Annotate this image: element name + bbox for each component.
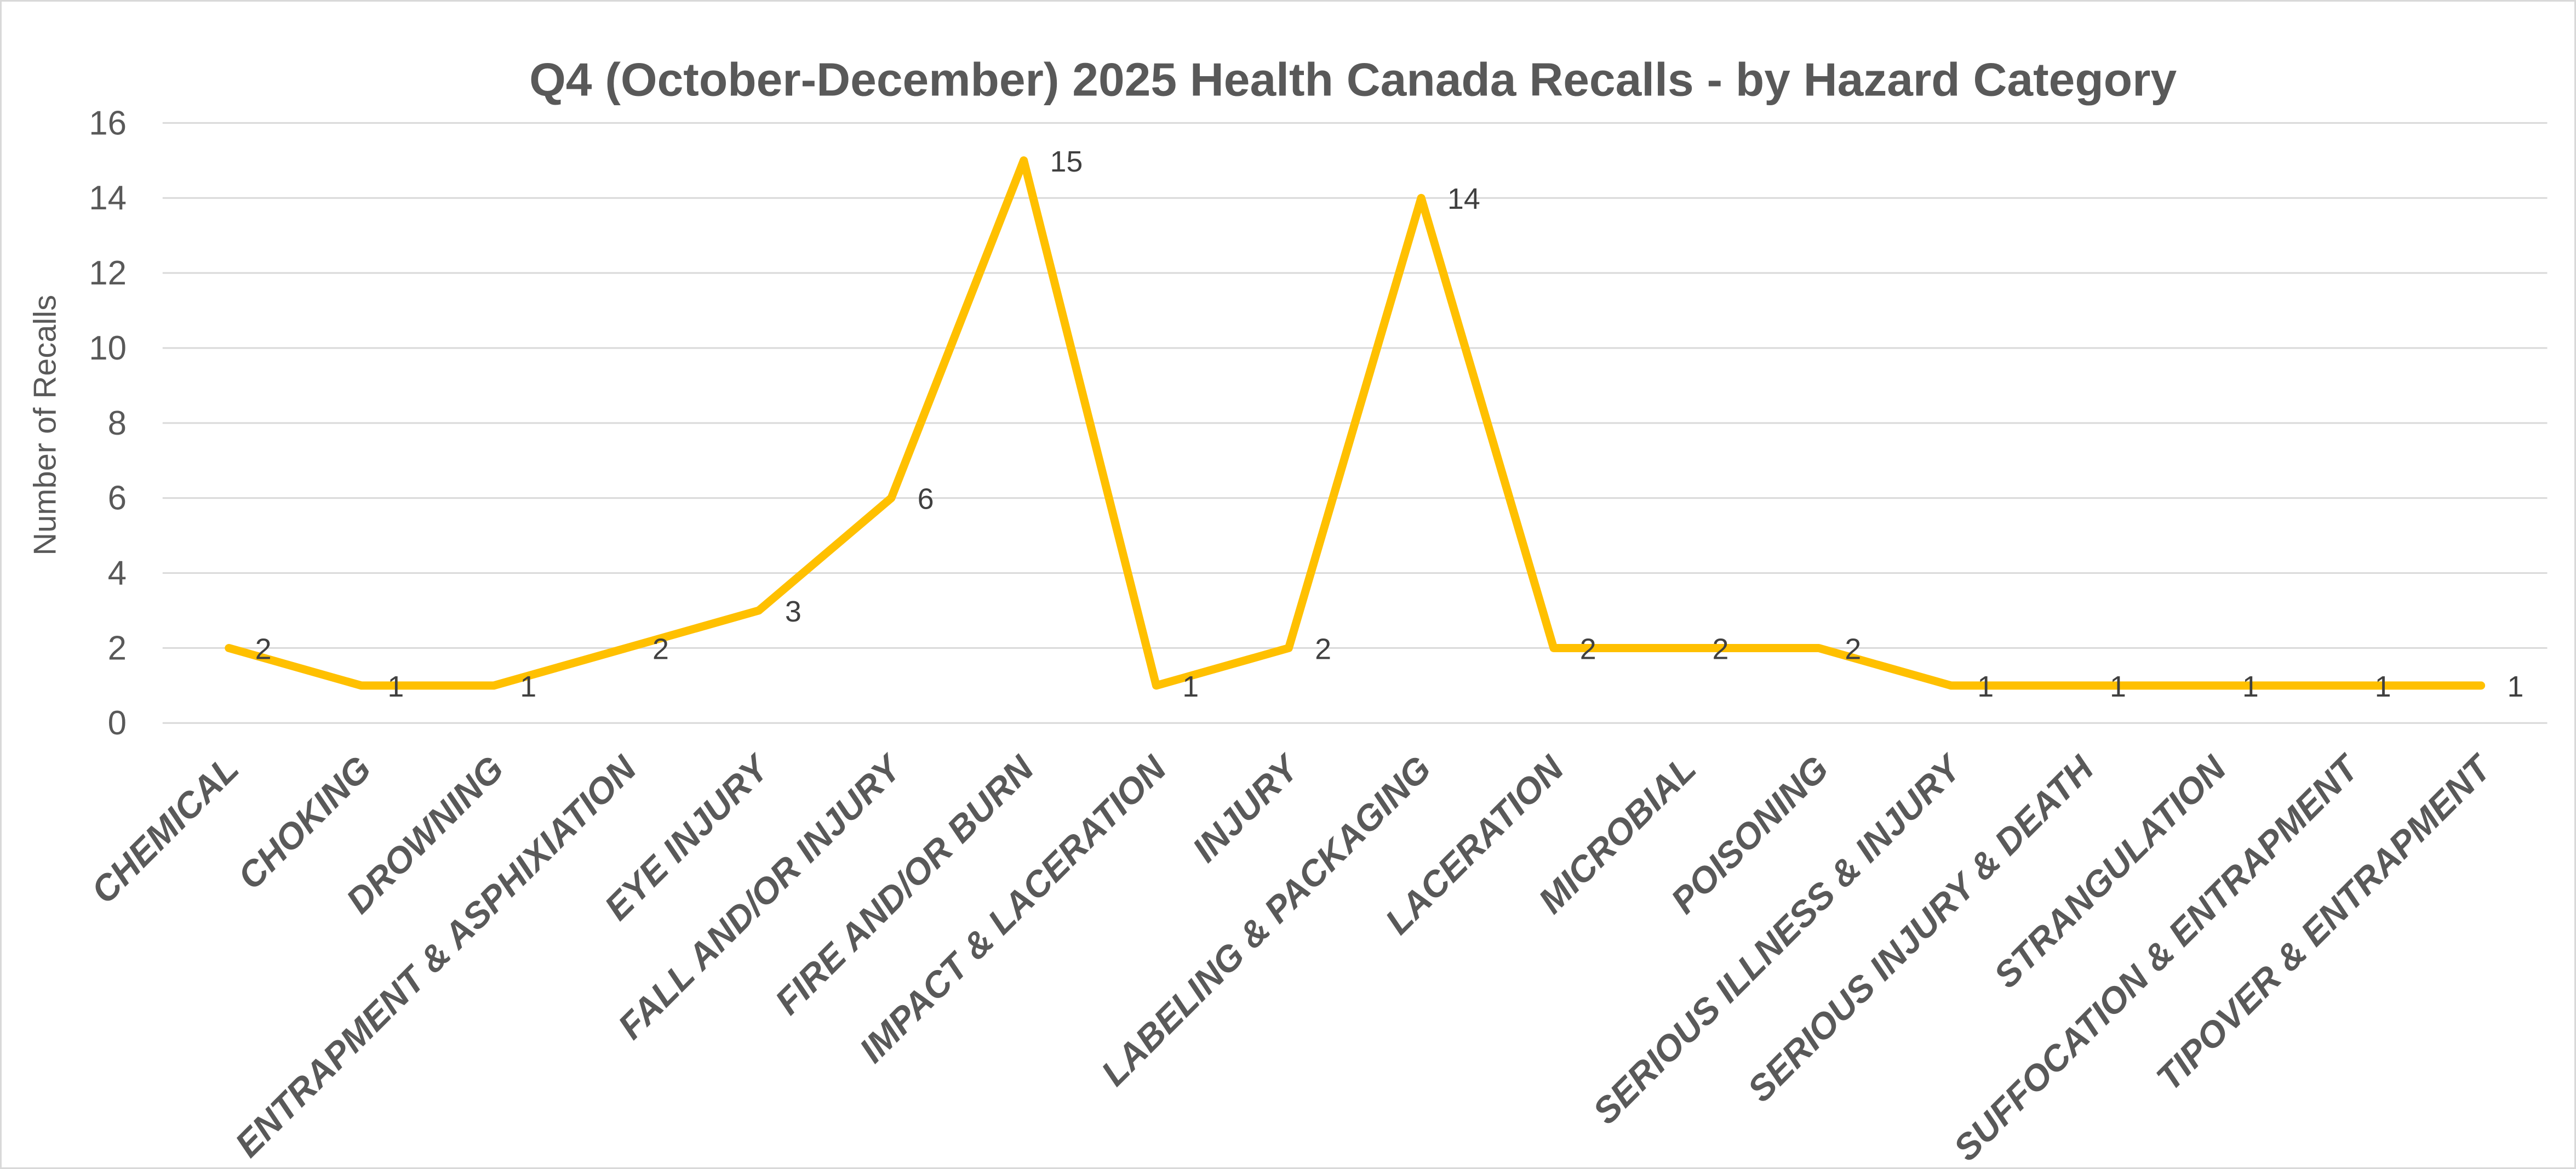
y-axis-tick-label: 10	[89, 329, 127, 367]
data-label: 2	[652, 632, 669, 665]
y-axis-tick-label: 8	[108, 404, 127, 442]
data-label: 1	[1977, 670, 1994, 703]
series-line	[225, 156, 2486, 690]
y-axis-tick-labels: 0 2 4 6 8 10 12 14 16	[89, 104, 127, 742]
data-label: 2	[1713, 632, 1729, 665]
y-axis-tick-label: 16	[89, 104, 127, 142]
data-label: 15	[1050, 145, 1083, 178]
y-axis-tick-label: 4	[108, 555, 127, 592]
data-label: 1	[2507, 670, 2523, 703]
y-axis-tick-label: 6	[108, 480, 127, 517]
data-label: 1	[520, 670, 536, 703]
x-axis-category-label: CHEMICAL	[83, 748, 247, 911]
data-label: 14	[1447, 183, 1480, 215]
x-axis-category-label: FIRE AND/OR BURN	[767, 748, 1041, 1022]
data-label: 1	[2375, 670, 2391, 703]
y-axis-tick-label: 14	[89, 179, 127, 217]
y-axis-tick-label: 0	[108, 704, 127, 742]
data-label: 2	[1845, 632, 1861, 665]
x-axis-category-label: STRANGULATION	[1986, 748, 2234, 996]
data-labels: 2 1 1 2 3 6 15 1 2 14 2 2 2 1 1 1 1 1	[255, 145, 2524, 703]
y-axis-tick-label: 12	[89, 254, 127, 292]
data-label: 6	[918, 483, 934, 516]
data-label: 2	[255, 632, 272, 665]
data-label: 2	[1580, 632, 1596, 665]
data-label: 3	[785, 595, 802, 628]
y-axis-tick-label: 2	[108, 629, 127, 667]
data-label: 1	[1182, 670, 1199, 703]
y-axis-title: Number of Recalls	[27, 295, 62, 556]
data-label: 1	[2242, 670, 2259, 703]
data-label: 1	[2110, 670, 2126, 703]
chart-title: Q4 (October-December) 2025 Health Canada…	[529, 54, 2177, 106]
x-axis-category-label: INJURY	[1184, 746, 1308, 870]
data-label: 1	[387, 670, 404, 703]
data-label: 2	[1315, 632, 1331, 665]
